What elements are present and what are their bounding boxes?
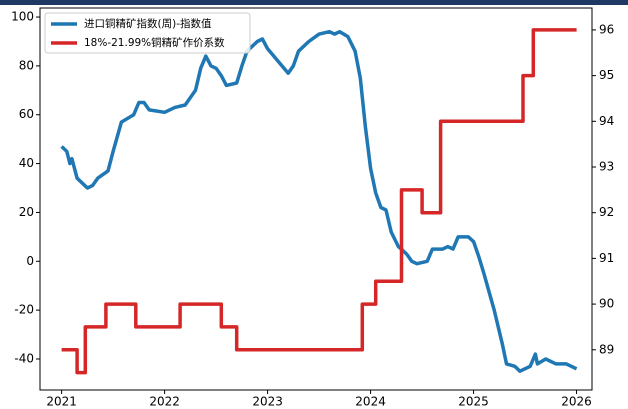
x-tick-label: 2021	[46, 395, 77, 409]
y-tick-label: 40	[19, 156, 34, 170]
y2-tick-label: 95	[599, 68, 614, 82]
plot-frame	[39, 7, 593, 391]
x-tick-label: 2023	[252, 395, 283, 409]
y-tick-label: 0	[26, 254, 34, 268]
y2-tick-label: 90	[599, 297, 614, 311]
x-tick-label: 2026	[561, 395, 592, 409]
y-tick-label: -40	[14, 351, 34, 365]
series-line	[60, 29, 578, 373]
x-tick-label: 2022	[149, 395, 180, 409]
y2-tick-label: 89	[599, 342, 614, 356]
y2-tick-label: 91	[599, 251, 614, 265]
x-tick-label: 2024	[355, 395, 386, 409]
y2-tick-label: 93	[599, 160, 614, 174]
y2-tick-label: 96	[599, 22, 614, 36]
y-tick-label: 60	[19, 107, 34, 121]
series-line	[61, 28, 577, 375]
legend: 进口铜精矿指数(周)-指数值 18%-21.99%铜精矿作价系数	[44, 12, 251, 54]
y-tick-label: 20	[19, 205, 34, 219]
y-tick-label: -20	[14, 303, 34, 317]
y2-tick-label: 94	[599, 114, 614, 128]
legend-label: 进口铜精矿指数(周)-指数值	[84, 17, 212, 30]
y2-tick-label: 92	[599, 205, 614, 219]
y-tick-label: 80	[19, 58, 34, 72]
y-tick-label: 100	[11, 10, 34, 24]
top-bar	[0, 0, 628, 5]
x-tick-label: 2025	[458, 395, 489, 409]
legend-box	[44, 12, 251, 54]
legend-label: 18%-21.99%铜精矿作价系数	[84, 36, 225, 49]
